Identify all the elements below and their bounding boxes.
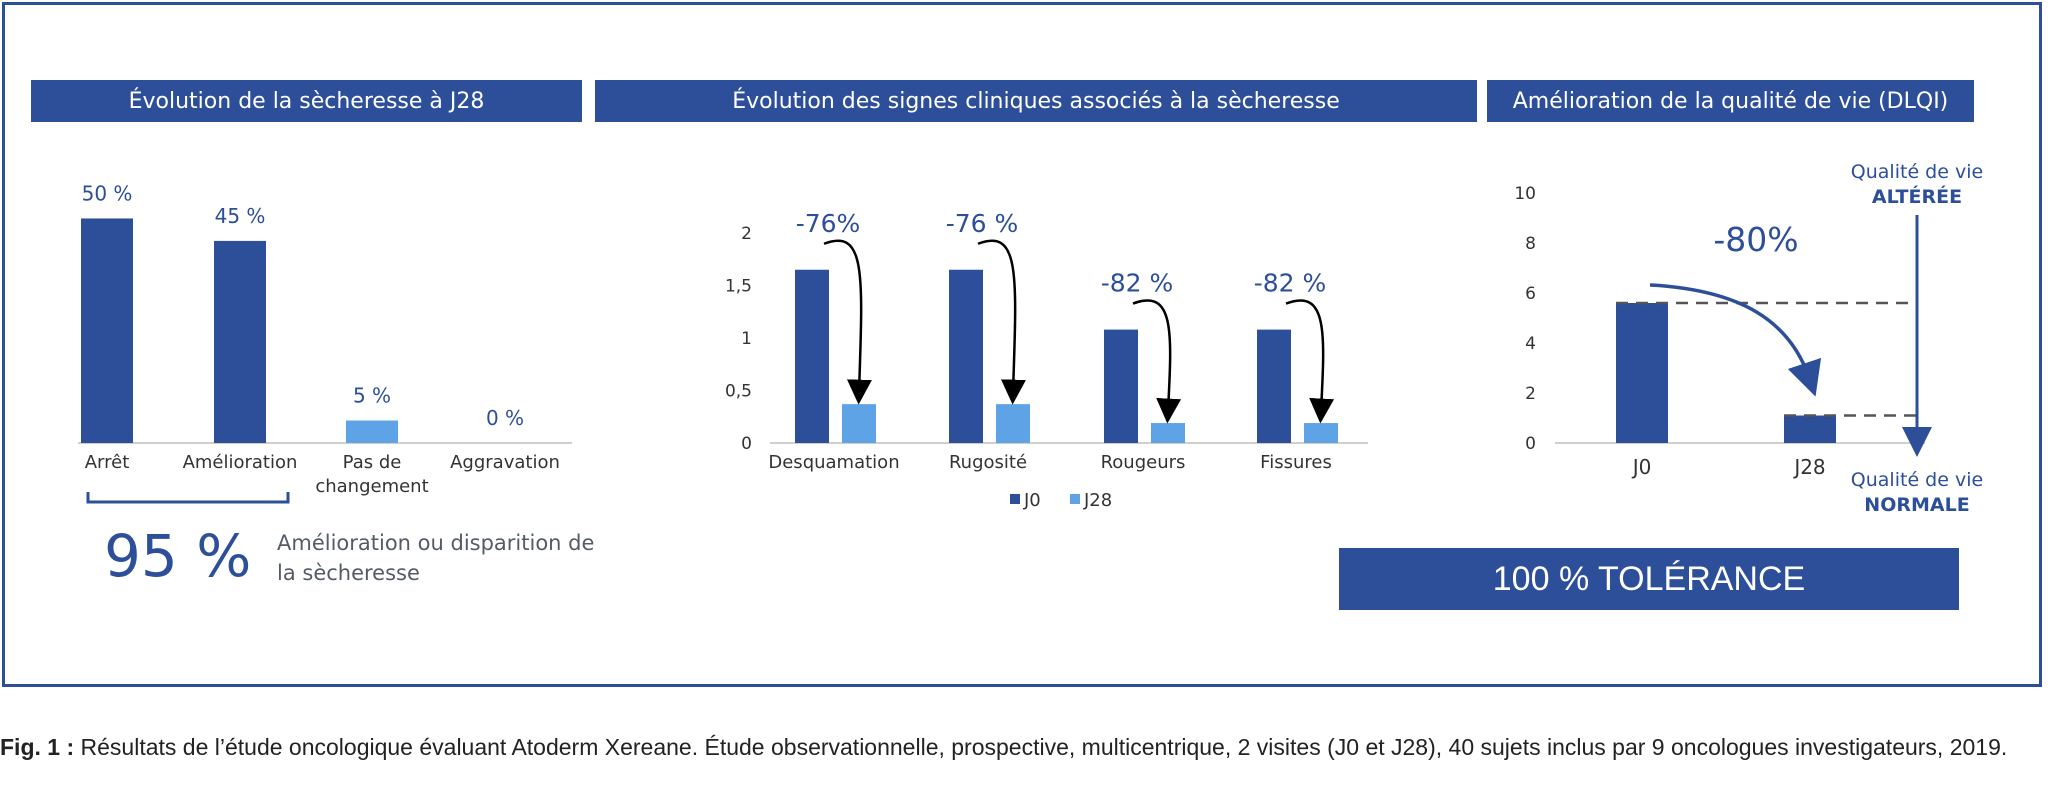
chart2-legend-label-j28: J28 xyxy=(1083,490,1112,511)
chart2-ytick-label: 2 xyxy=(741,224,752,244)
chart2-change-annotation: -82 % xyxy=(1101,269,1174,298)
summary-value: 95 % xyxy=(104,522,252,590)
chart2-bar-j28 xyxy=(842,404,876,443)
chart2-legend-swatch-j0 xyxy=(1010,494,1020,504)
chart1-bar xyxy=(346,420,398,443)
chart2-bar-j0 xyxy=(795,269,829,443)
figure-caption: Fig. 1 : Résultats de l’étude oncologiqu… xyxy=(0,730,2048,764)
caption-text: Résultats de l’étude oncologique évaluan… xyxy=(74,734,2008,760)
chart3-ytick-label: 10 xyxy=(1514,184,1536,204)
chart3-change-arrow xyxy=(1649,283,1822,397)
chart2-category-label: Desquamation xyxy=(768,452,899,473)
chart1-data-label: 5 % xyxy=(353,384,391,408)
chart2-change-annotation: -76% xyxy=(796,209,861,238)
chart1-bar xyxy=(81,218,133,443)
charts-svg: 50 % 45 % 5 % 0 % Arrêt Amélioration Pas de cha… xyxy=(78,161,1983,516)
tolerance-badge: 100 % TOLÉRANCE xyxy=(1339,548,1959,610)
chart2-change-arrow xyxy=(1285,299,1335,424)
chart2-category-label: Fissures xyxy=(1260,452,1332,473)
chart2-change-arrow xyxy=(1132,299,1182,424)
chart2-bar-j28 xyxy=(1151,423,1185,443)
chart1-bracket xyxy=(86,492,290,504)
chart2-bar-j0 xyxy=(1104,329,1138,443)
chart2-change-annotation: -76 % xyxy=(946,209,1019,238)
chart2-bar-j28 xyxy=(1304,423,1338,443)
chart2-ytick-label: 1,5 xyxy=(725,277,752,297)
chart3-ytick-label: 8 xyxy=(1525,234,1536,254)
chart2-change-arrow xyxy=(823,239,872,405)
panel1-title: Évolution de la sècheresse à J28 xyxy=(31,80,582,122)
chart2-legend-swatch-j28 xyxy=(1070,494,1080,504)
chart2-ytick-label: 1 xyxy=(741,329,752,349)
chart3-bottom-label-line2: NORMALE xyxy=(1864,494,1969,516)
chart2-category-label: Rougeurs xyxy=(1101,452,1186,473)
chart3-ytick-label: 0 xyxy=(1525,434,1536,454)
chart3-top-label-line1: Qualité de vie xyxy=(1851,161,1983,183)
chart2-change-arrow xyxy=(977,239,1026,405)
chart3-category-label: J0 xyxy=(1631,455,1652,479)
chart3-bar xyxy=(1784,415,1836,443)
chart2-ytick-label: 0,5 xyxy=(725,382,752,402)
summary-text: Amélioration ou disparition de la sècher… xyxy=(277,531,595,585)
chart3-ytick-label: 4 xyxy=(1525,334,1536,354)
chart1-data-label: 50 % xyxy=(82,181,133,205)
chart3-top-label-line2: ALTÉRÉE xyxy=(1872,185,1962,208)
chart1-data-label: 45 % xyxy=(215,204,266,228)
chart1-category-label: Amélioration xyxy=(183,452,298,473)
chart3-ytick-label: 6 xyxy=(1525,284,1536,304)
caption-label: Fig. 1 : xyxy=(0,734,75,760)
chart1-category-label: Arrêt xyxy=(85,452,130,473)
chart1-bar xyxy=(214,240,266,443)
chart3-change-annotation: -80% xyxy=(1713,220,1798,259)
chart1-category-label: Aggravation xyxy=(450,452,560,473)
chart2-ytick-label: 0 xyxy=(741,434,752,454)
chart2-change-annotation: -82 % xyxy=(1254,269,1327,298)
chart1-data-label: 0 % xyxy=(486,406,524,430)
chart3-bottom-label-line1: Qualité de vie xyxy=(1851,469,1983,491)
figure-frame xyxy=(2,2,2042,687)
chart3-category-label: J28 xyxy=(1792,455,1825,479)
chart2-bar-j0 xyxy=(1257,329,1291,443)
panel3-title: Amélioration de la qualité de vie (DLQI) xyxy=(1487,80,1974,122)
chart3-bar xyxy=(1616,303,1668,443)
chart3-ytick-label: 2 xyxy=(1525,384,1536,404)
chart1-category-label: Pas de changement xyxy=(315,452,428,497)
chart2-category-label: Rugosité xyxy=(949,452,1027,473)
chart2-bar-j28 xyxy=(996,404,1030,443)
chart2-bar-j0 xyxy=(949,269,983,443)
chart2-legend-label-j0: J0 xyxy=(1023,490,1041,511)
panel2-title: Évolution des signes cliniques associés … xyxy=(595,80,1477,122)
